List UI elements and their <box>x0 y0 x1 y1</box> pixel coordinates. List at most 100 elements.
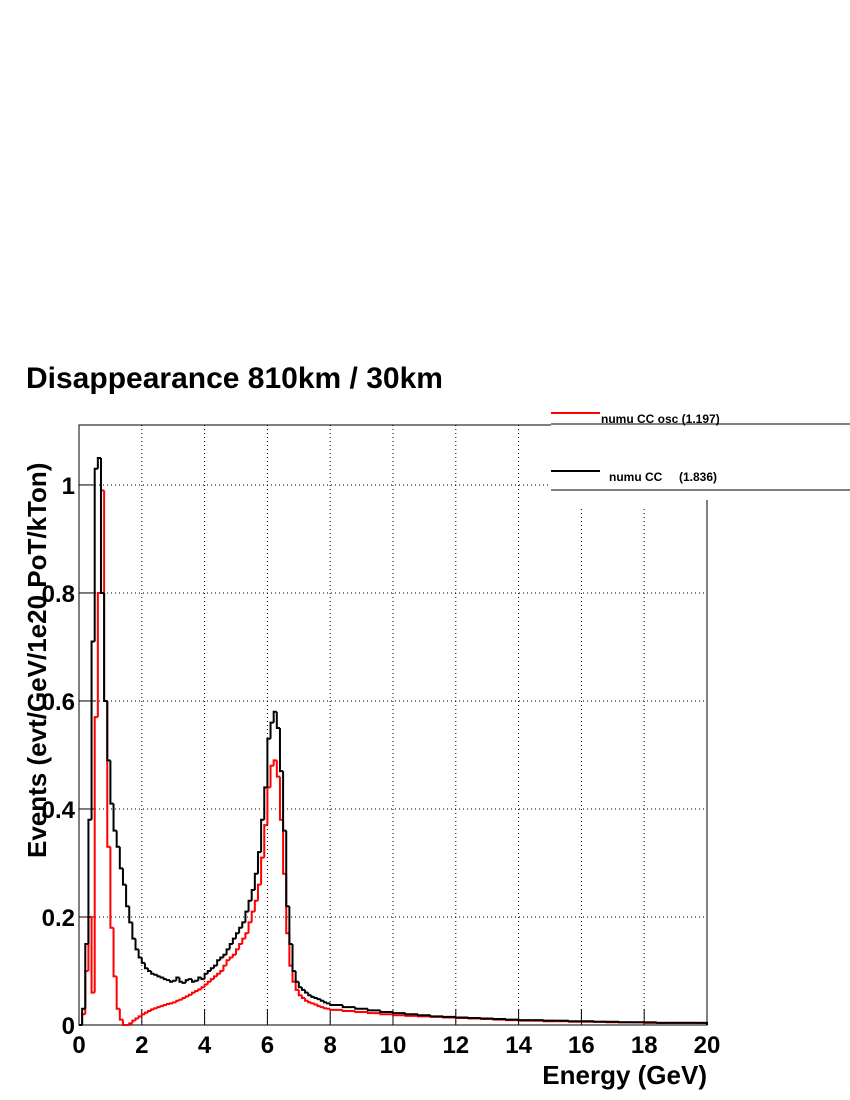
histogram-bin <box>300 987 306 991</box>
histogram-bin <box>442 1015 456 1018</box>
histogram-bin <box>567 1020 582 1023</box>
histogram-bin <box>326 1002 331 1005</box>
y-tick-label: 0 <box>62 1013 75 1040</box>
histogram-bin <box>187 978 193 981</box>
histogram-bin <box>278 776 284 821</box>
histogram-bin <box>118 1008 123 1021</box>
histogram-bin <box>175 976 180 981</box>
histogram-bin <box>304 997 309 1002</box>
histogram-bin <box>294 981 299 991</box>
x-tick-label: 20 <box>694 1032 721 1059</box>
histogram-bin <box>206 980 211 985</box>
y-tick-label: 0.6 <box>42 689 75 716</box>
histogram-bin <box>253 899 258 912</box>
histogram-bin <box>417 1014 431 1017</box>
histogram-bin <box>93 467 98 642</box>
histogram-bin <box>222 953 227 958</box>
histogram-bin <box>266 737 271 788</box>
histogram-bin <box>256 851 262 874</box>
histogram-bin <box>156 974 161 978</box>
histogram-bin <box>181 981 186 984</box>
histogram-bin <box>197 976 202 981</box>
histogram-bin <box>392 1012 406 1015</box>
histogram-bin <box>272 759 277 766</box>
x-tick-label: 18 <box>631 1032 658 1059</box>
histogram-bin <box>96 591 101 718</box>
histogram-bin <box>125 884 130 908</box>
histogram-bin <box>121 868 127 886</box>
histogram-bin <box>307 992 312 997</box>
histogram-bin <box>341 1009 356 1012</box>
histogram-bin <box>618 1021 632 1024</box>
histogram-bin <box>285 830 290 908</box>
histogram-bin <box>282 819 287 875</box>
histogram-bin <box>112 803 117 832</box>
histogram-bin <box>269 721 274 739</box>
histogram-bin <box>354 1007 368 1010</box>
histogram-bin <box>542 1019 557 1022</box>
histogram-bin <box>241 937 246 944</box>
histogram-bin <box>297 989 302 997</box>
histogram-bin <box>87 818 92 944</box>
histogram-bin <box>181 996 186 1000</box>
histogram-bin <box>313 996 318 999</box>
histogram-bin <box>322 1007 328 1010</box>
y-tick-label: 0.8 <box>42 581 75 608</box>
histogram-bin <box>250 910 255 923</box>
histogram-bin <box>225 959 230 966</box>
histogram-bin <box>103 592 108 702</box>
histogram-bin <box>592 1020 607 1023</box>
histogram-bin <box>213 975 218 980</box>
histogram-bin <box>203 972 208 980</box>
histogram-bin <box>162 977 167 981</box>
histogram-bin <box>191 979 196 983</box>
histogram-bin <box>106 700 111 762</box>
histogram-bin <box>200 986 205 990</box>
x-tick-label: 14 <box>505 1032 532 1059</box>
histogram-bin <box>282 771 287 832</box>
histogram-bin <box>329 1008 343 1011</box>
histogram-bin <box>165 1002 171 1006</box>
x-tick-label: 12 <box>442 1032 469 1059</box>
histogram-bin <box>169 1002 174 1005</box>
histogram-bin <box>134 938 139 951</box>
histogram-bin <box>134 1017 139 1021</box>
histogram-bin <box>238 926 243 934</box>
histogram-bin <box>140 1013 145 1017</box>
histogram-bin <box>109 846 114 929</box>
histogram-bin <box>313 1003 318 1006</box>
histogram-bin <box>379 1013 393 1016</box>
histogram-bin <box>505 1018 519 1021</box>
histogram-bin <box>178 998 183 1001</box>
histogram-bin <box>90 916 95 994</box>
histogram-bin <box>81 1007 86 1025</box>
histogram-bin <box>250 888 255 901</box>
histogram-bin <box>269 764 274 788</box>
histogram-bin <box>260 856 265 885</box>
histogram-bin <box>209 978 215 982</box>
histogram-bin <box>121 1019 127 1026</box>
histogram-bin <box>118 846 123 870</box>
histogram-bin <box>213 964 218 969</box>
histogram-bin <box>329 1003 343 1007</box>
histogram-bin <box>228 942 233 950</box>
histogram-bin <box>150 970 155 975</box>
histogram-bin <box>99 457 105 594</box>
histogram-bin <box>256 883 262 901</box>
histogram-bin <box>241 921 246 928</box>
histogram-bin <box>187 993 193 997</box>
histogram-bin <box>128 906 133 924</box>
histogram-bin <box>294 970 299 983</box>
histogram-bin <box>128 1022 133 1025</box>
histogram-bin <box>235 932 240 939</box>
histogram-bin <box>115 830 120 848</box>
histogram-bin <box>172 1001 177 1004</box>
histogram-bin <box>492 1018 507 1021</box>
histogram-bin <box>216 972 221 977</box>
histogram-bin <box>244 932 249 939</box>
histogram-bin <box>392 1014 406 1017</box>
histogram-bin <box>297 981 302 989</box>
y-tick-label: 0.4 <box>42 797 76 824</box>
histogram-bin <box>165 979 171 982</box>
